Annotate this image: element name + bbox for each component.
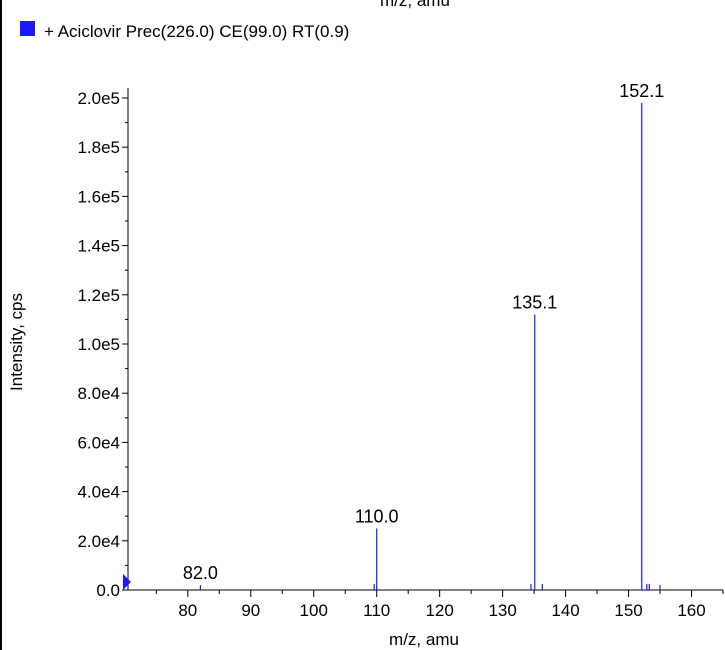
y-tick-label: 1.4e5 xyxy=(77,237,120,256)
y-tick-label: 1.8e5 xyxy=(77,138,120,157)
x-tick-label: 160 xyxy=(677,601,705,620)
y-tick-label: 6.0e4 xyxy=(77,433,120,452)
peak-label: 152.1 xyxy=(619,81,664,101)
y-tick-label: 4.0e4 xyxy=(77,483,120,502)
peak-label: 82.0 xyxy=(183,563,218,583)
x-tick-label: 130 xyxy=(488,601,516,620)
x-tick-label: 120 xyxy=(425,601,453,620)
legend-swatch xyxy=(20,20,35,36)
y-tick-label: 2.0e5 xyxy=(77,89,120,108)
y-tick-label: 0.0 xyxy=(96,581,120,600)
zero-marker-icon xyxy=(123,574,131,590)
legend: + Aciclovir Prec(226.0) CE(99.0) RT(0.9) xyxy=(20,20,349,44)
peak-label: 110.0 xyxy=(355,507,399,527)
x-ticks: 80 90 100 110 120 130 140 150 160 xyxy=(155,590,724,620)
legend-text: + Aciclovir Prec(226.0) CE(99.0) RT(0.9) xyxy=(44,22,350,41)
x-tick-label: 140 xyxy=(551,601,579,620)
y-axis-title: Intensity, cps xyxy=(7,293,26,391)
peak-label: 135.1 xyxy=(512,292,557,312)
x-tick-label: 150 xyxy=(614,601,642,620)
y-tick-label: 8.0e4 xyxy=(77,384,120,403)
peaks xyxy=(199,102,661,590)
x-tick-label: 100 xyxy=(300,601,328,620)
x-tick-label: 110 xyxy=(363,601,390,620)
x-axis-title: m/z, amu xyxy=(389,630,459,649)
x-tick-label: 80 xyxy=(178,601,197,620)
y-ticks: 0.0 2.0e4 4.0e4 6.0e4 8.0e4 1.0e5 1.2e5 1.4e5 1.… xyxy=(77,89,128,600)
y-tick-label: 2.0e4 xyxy=(77,532,120,551)
axes xyxy=(127,88,723,591)
y-tick-label: 1.2e5 xyxy=(77,286,120,305)
x-tick-label: 90 xyxy=(241,601,260,620)
frame-left-border xyxy=(0,0,2,650)
top-cut-axis-label: m/z, amu xyxy=(380,0,450,10)
peak-labels: 82.0 110.0 135.1 152.1 xyxy=(183,81,664,583)
y-tick-label: 1.0e5 xyxy=(77,335,120,354)
y-tick-label: 1.6e5 xyxy=(77,187,120,206)
